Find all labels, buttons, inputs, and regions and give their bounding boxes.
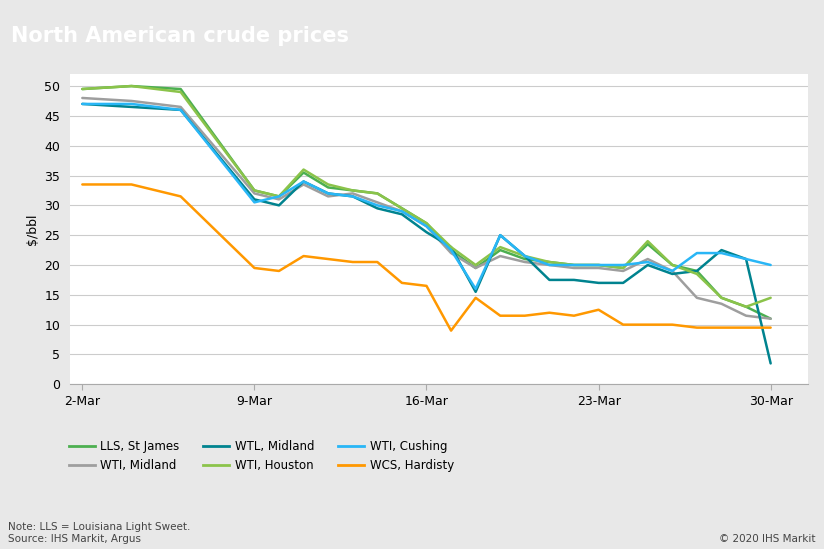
Text: North American crude prices: North American crude prices: [11, 26, 349, 46]
Text: Note: LLS = Louisiana Light Sweet.
Source: IHS Markit, Argus: Note: LLS = Louisiana Light Sweet. Sourc…: [8, 522, 190, 544]
Y-axis label: $/bbl: $/bbl: [26, 214, 39, 245]
Legend: LLS, St James, WTI, Midland, WTL, Midland, WTI, Houston, WTI, Cushing, WCS, Hard: LLS, St James, WTI, Midland, WTL, Midlan…: [68, 440, 454, 472]
Text: © 2020 IHS Markit: © 2020 IHS Markit: [719, 534, 816, 544]
